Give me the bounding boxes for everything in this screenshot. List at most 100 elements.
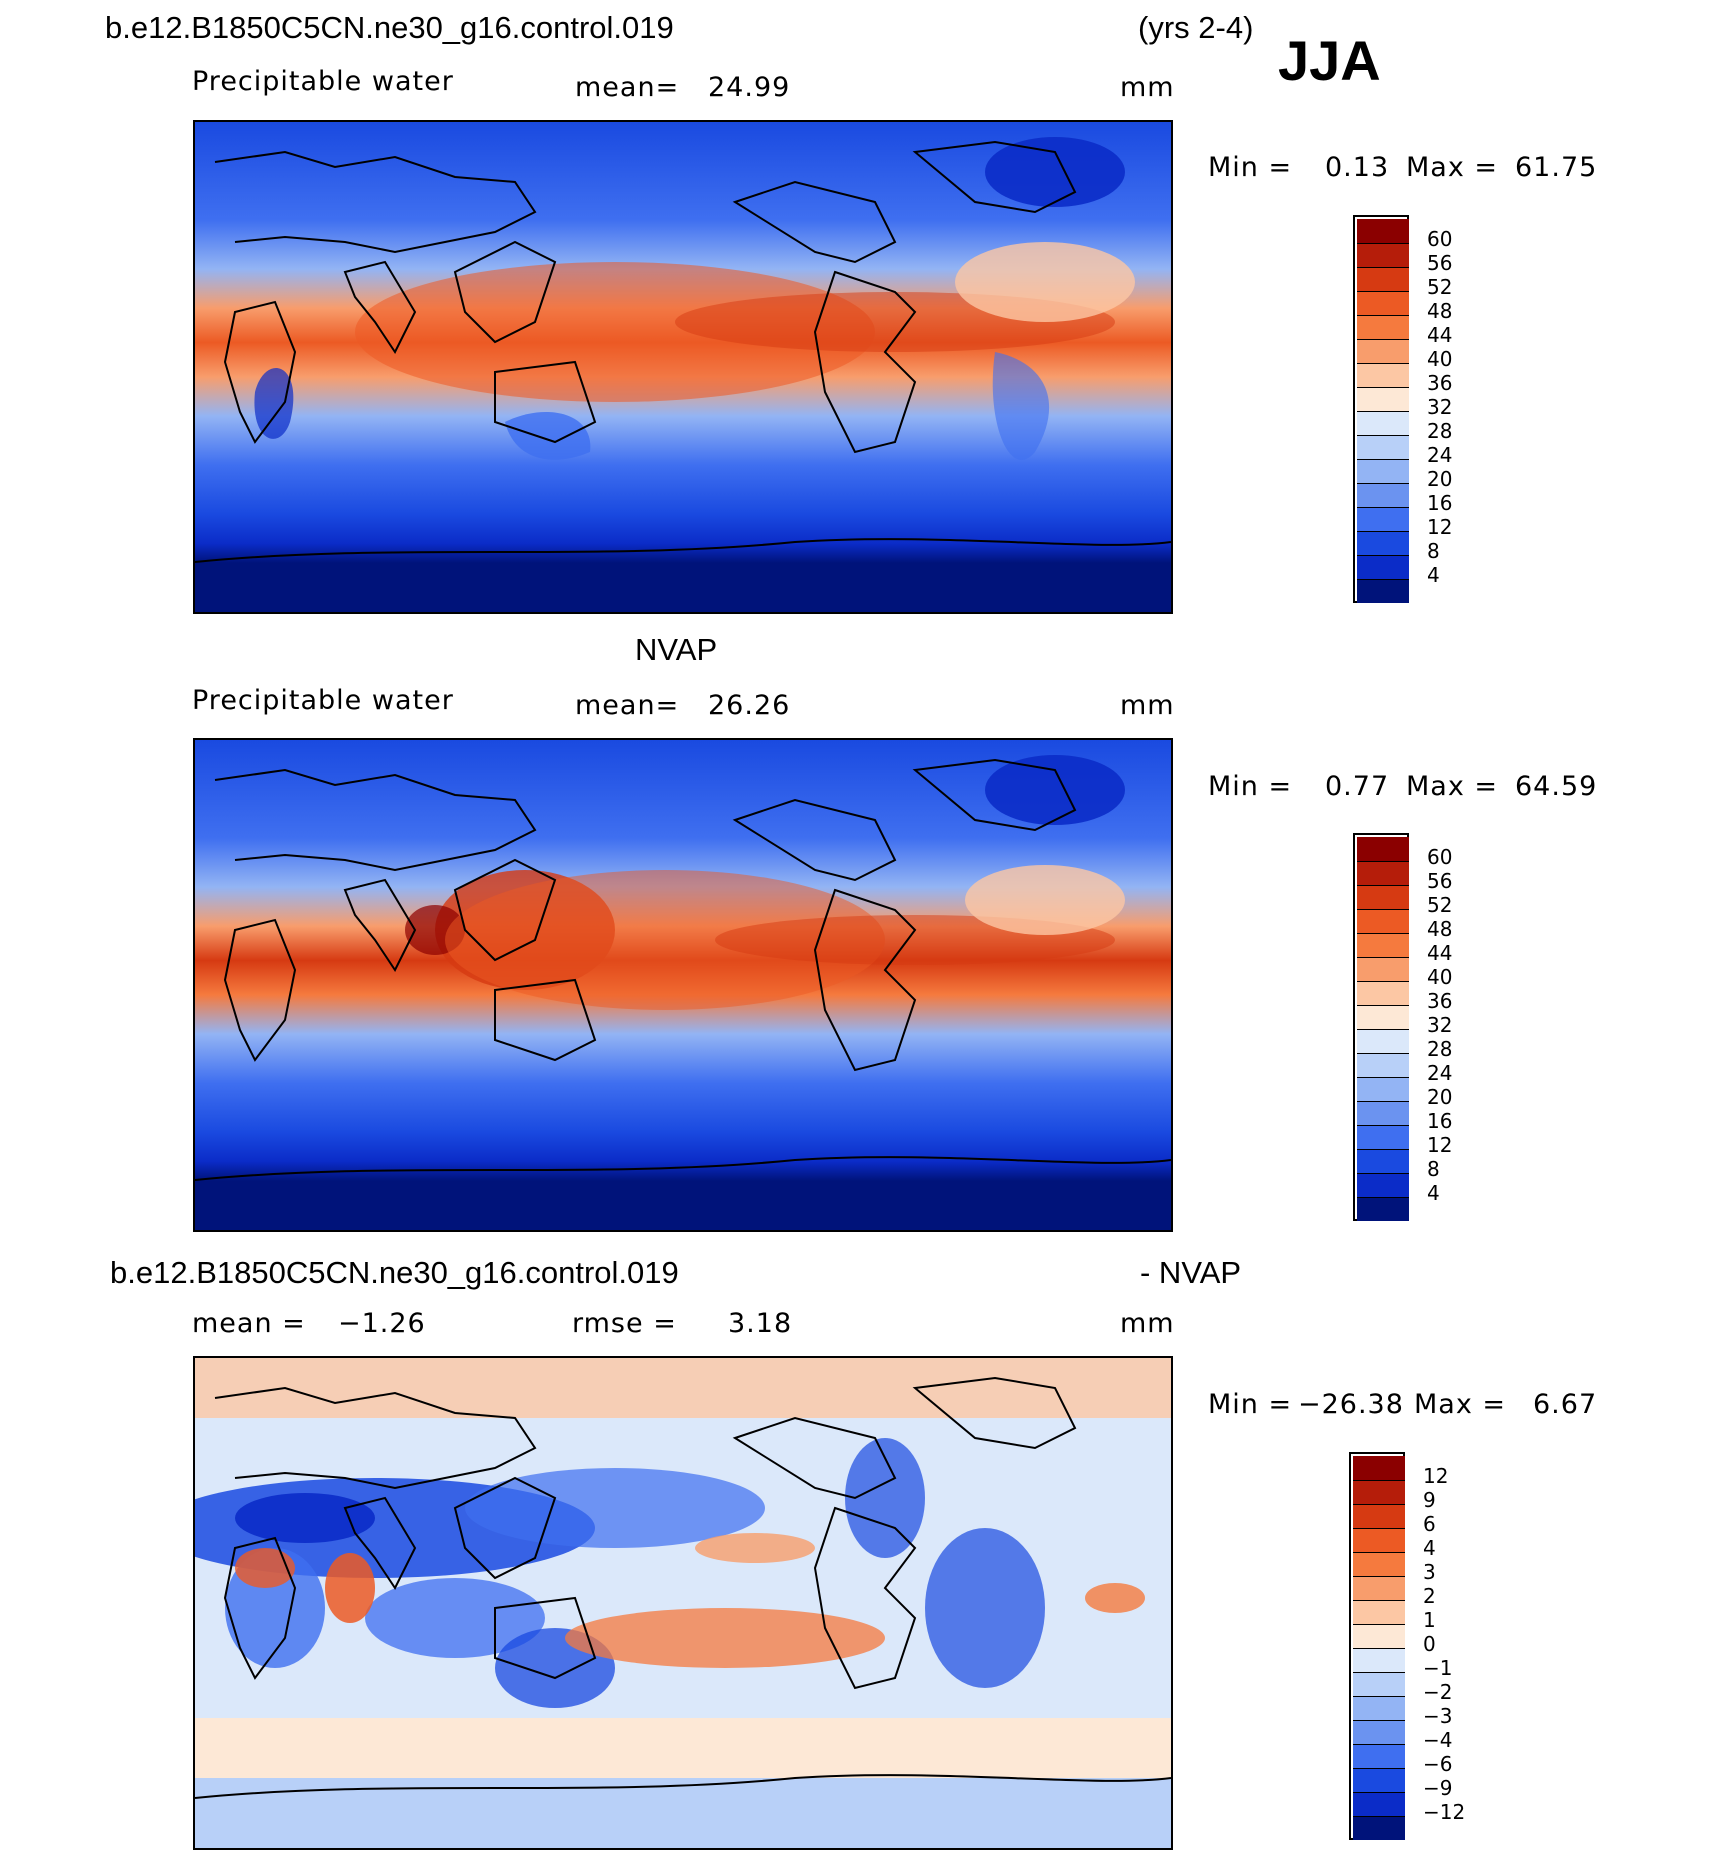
colorbar-swatch bbox=[1357, 1029, 1409, 1053]
colorbar-swatch bbox=[1357, 459, 1409, 483]
colorbar-swatch bbox=[1353, 1528, 1405, 1552]
colorbar-swatch bbox=[1357, 411, 1409, 435]
colorbar-swatch bbox=[1357, 1101, 1409, 1125]
colorbar-swatch bbox=[1357, 291, 1409, 315]
panel1-level-label: 44 bbox=[1427, 323, 1453, 347]
panel1-units: mm bbox=[1120, 72, 1175, 103]
colorbar-swatch bbox=[1357, 1197, 1409, 1221]
colorbar-frame bbox=[1353, 833, 1409, 1221]
panel1-level-label: 32 bbox=[1427, 395, 1453, 419]
panel3-level-label: 12 bbox=[1423, 1464, 1449, 1488]
colorbar-swatch bbox=[1353, 1768, 1405, 1792]
colorbar-swatch bbox=[1357, 483, 1409, 507]
panel3-level-label: 2 bbox=[1423, 1584, 1436, 1608]
colorbar-swatch bbox=[1357, 435, 1409, 459]
panel2-level-label: 44 bbox=[1427, 941, 1453, 965]
panel3-mean-label: mean = bbox=[192, 1308, 306, 1339]
colorbar-swatch bbox=[1357, 531, 1409, 555]
panel1-level-label: 24 bbox=[1427, 443, 1453, 467]
colorbar-swatch bbox=[1353, 1744, 1405, 1768]
panel1-level-label: 20 bbox=[1427, 467, 1453, 491]
panel3-case-title: b.e12.B1850C5CN.ne30_g16.control.019 bbox=[110, 1255, 679, 1290]
colorbar-swatch bbox=[1353, 1672, 1405, 1696]
colorbar-swatch bbox=[1357, 861, 1409, 885]
panel2-map-field bbox=[195, 740, 1171, 1230]
colorbar-swatch bbox=[1357, 1077, 1409, 1101]
panel2-mean-label: mean= bbox=[575, 690, 680, 721]
panel1-colorbar: 60 56 52 48 44 40 36 32 28 24 20 16 12 8… bbox=[1353, 215, 1493, 603]
panel2-title: NVAP bbox=[635, 632, 718, 667]
colorbar-swatch bbox=[1357, 267, 1409, 291]
panel2-level-label: 32 bbox=[1427, 1013, 1453, 1037]
colorbar-swatch bbox=[1353, 1504, 1405, 1528]
panel1-level-label: 60 bbox=[1427, 227, 1453, 251]
colorbar-swatch bbox=[1357, 957, 1409, 981]
panel3-map-field bbox=[195, 1358, 1171, 1848]
panel3-level-label: 1 bbox=[1423, 1608, 1436, 1632]
colorbar-swatch bbox=[1353, 1696, 1405, 1720]
panel2-level-label: 48 bbox=[1427, 917, 1453, 941]
panel3-colorbar: 12 9 6 4 3 2 1 0 −1 −2 −3 −4 −6 −9 −12 bbox=[1349, 1452, 1489, 1840]
panel3-level-label: −9 bbox=[1423, 1776, 1453, 1800]
panel1-level-label: 36 bbox=[1427, 371, 1453, 395]
panel1-level-label: 52 bbox=[1427, 275, 1453, 299]
panel3-level-label: 6 bbox=[1423, 1512, 1436, 1536]
panel2-level-label: 24 bbox=[1427, 1061, 1453, 1085]
panel1-variable: Precipitable water bbox=[192, 66, 454, 97]
panel2-level-label: 4 bbox=[1427, 1181, 1440, 1205]
panel3-level-label: 9 bbox=[1423, 1488, 1436, 1512]
panel3-level-label: 3 bbox=[1423, 1560, 1436, 1584]
panel3-min-label: Min = bbox=[1208, 1389, 1293, 1420]
panel2-mean-value: 26.26 bbox=[708, 690, 791, 721]
panel2-variable: Precipitable water bbox=[192, 685, 454, 716]
colorbar-swatch bbox=[1357, 339, 1409, 363]
colorbar-swatch bbox=[1357, 315, 1409, 339]
colorbar-swatch bbox=[1353, 1792, 1405, 1816]
panel1-mean-value: 24.99 bbox=[708, 72, 791, 103]
colorbar-swatch bbox=[1357, 363, 1409, 387]
panel2-max-value: 64.59 bbox=[1515, 771, 1598, 802]
panel3-mean-value: −1.26 bbox=[338, 1308, 426, 1339]
colorbar-swatch bbox=[1357, 1149, 1409, 1173]
panel2-max-label: Max = bbox=[1406, 771, 1499, 802]
colorbar-swatch bbox=[1353, 1576, 1405, 1600]
panel1-level-label: 16 bbox=[1427, 491, 1453, 515]
season-label: JJA bbox=[1278, 29, 1381, 92]
panel2-colorbar: 60 56 52 48 44 40 36 32 28 24 20 16 12 8… bbox=[1353, 833, 1493, 1221]
colorbar-frame bbox=[1353, 215, 1409, 603]
panel3-level-label: −12 bbox=[1423, 1800, 1466, 1824]
panel2-level-label: 36 bbox=[1427, 989, 1453, 1013]
colorbar-swatch bbox=[1357, 981, 1409, 1005]
panel3-units: mm bbox=[1120, 1308, 1175, 1339]
colorbar-swatch bbox=[1357, 387, 1409, 411]
colorbar-swatch bbox=[1357, 1125, 1409, 1149]
panel3-level-label: −1 bbox=[1423, 1656, 1453, 1680]
panel3-max-label: Max = bbox=[1414, 1389, 1507, 1420]
colorbar-swatch bbox=[1353, 1816, 1405, 1840]
panel3-map bbox=[193, 1356, 1173, 1850]
colorbar-swatch bbox=[1357, 837, 1409, 861]
panel1-map-field bbox=[195, 122, 1171, 612]
panel3-minus-title: - NVAP bbox=[1140, 1255, 1242, 1290]
panel2-level-label: 16 bbox=[1427, 1109, 1453, 1133]
colorbar-swatch bbox=[1353, 1480, 1405, 1504]
panel1-level-label: 12 bbox=[1427, 515, 1453, 539]
panel2-level-label: 8 bbox=[1427, 1157, 1440, 1181]
colorbar-frame bbox=[1349, 1452, 1405, 1840]
colorbar-swatch bbox=[1353, 1648, 1405, 1672]
colorbar-swatch bbox=[1357, 909, 1409, 933]
panel2-min-label: Min = bbox=[1208, 771, 1293, 802]
panel2-units: mm bbox=[1120, 690, 1175, 721]
colorbar-swatch bbox=[1357, 1173, 1409, 1197]
panel1-level-label: 40 bbox=[1427, 347, 1453, 371]
panel3-level-label: 0 bbox=[1423, 1632, 1436, 1656]
panel2-level-label: 28 bbox=[1427, 1037, 1453, 1061]
panel3-min-value: −26.38 bbox=[1298, 1389, 1404, 1420]
panel1-min-label: Min = bbox=[1208, 152, 1293, 183]
colorbar-swatch bbox=[1353, 1624, 1405, 1648]
colorbar-swatch bbox=[1357, 243, 1409, 267]
panel1-level-label: 48 bbox=[1427, 299, 1453, 323]
panel1-level-label: 8 bbox=[1427, 539, 1440, 563]
panel3-rmse-label: rmse = bbox=[572, 1308, 677, 1339]
panel3-rmse-value: 3.18 bbox=[728, 1308, 793, 1339]
